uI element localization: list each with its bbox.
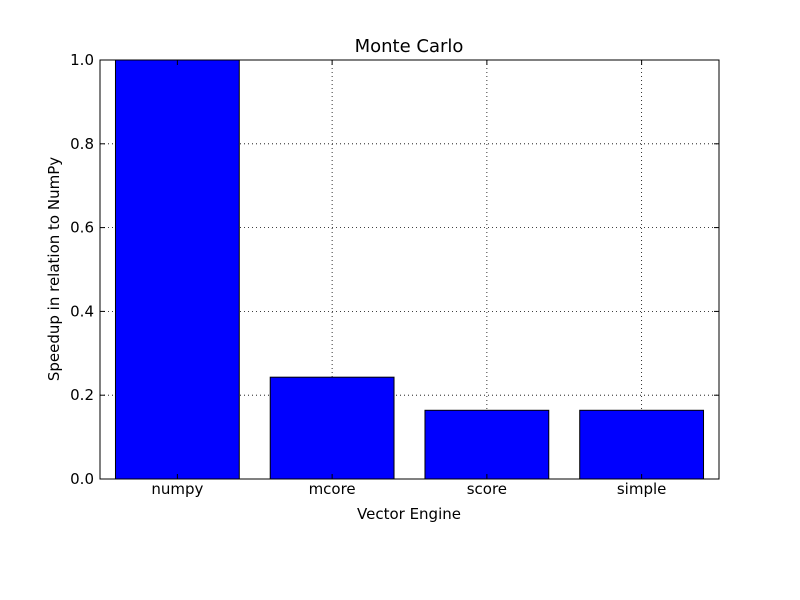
- y-tick-label: 0.4: [70, 302, 94, 320]
- x-tick-label: mcore: [309, 480, 356, 498]
- bar-numpy: [114, 59, 240, 480]
- chart-title: Monte Carlo: [355, 36, 464, 57]
- x-tick-labels: numpy mcore score simple: [151, 480, 666, 498]
- ticks: [100, 59, 719, 480]
- bar-simple: [579, 409, 705, 480]
- y-tick-label: 0.8: [70, 135, 94, 153]
- y-tick-label: 1.0: [70, 51, 94, 69]
- x-tick-label: numpy: [151, 480, 203, 498]
- y-tick-label: 0.0: [70, 470, 94, 488]
- y-tick-label: 0.6: [70, 219, 94, 237]
- bar-mcore: [269, 376, 395, 480]
- x-axis-label: Vector Engine: [357, 505, 461, 523]
- y-axis-label: Speedup in relation to NumPy: [45, 157, 63, 381]
- axes-frame: [99, 59, 720, 480]
- x-tick-label: simple: [617, 480, 667, 498]
- bars: [114, 59, 705, 480]
- bar-score: [424, 409, 550, 480]
- x-tick-label: score: [467, 480, 507, 498]
- y-tick-label: 0.2: [70, 386, 94, 404]
- y-tick-labels: 0.0 0.2 0.4 0.6 0.8 1.0: [70, 51, 94, 488]
